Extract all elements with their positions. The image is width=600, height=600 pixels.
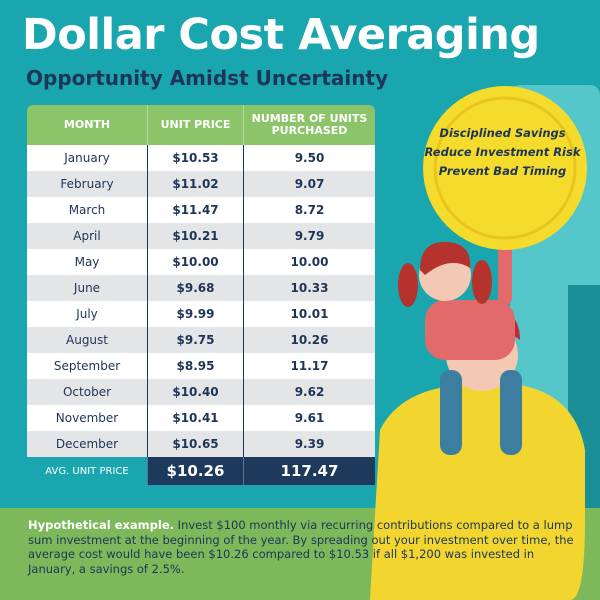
footer-cell: AVG. UNIT PRICE bbox=[27, 457, 148, 485]
man-shirt bbox=[370, 385, 585, 600]
table-cell: 9.07 bbox=[243, 171, 375, 197]
table-cell: $10.41 bbox=[147, 405, 244, 431]
table-cell: 10.00 bbox=[243, 249, 375, 275]
table-cell: 9.79 bbox=[243, 223, 375, 249]
table-cell: March bbox=[27, 197, 148, 223]
table-cell: September bbox=[27, 353, 148, 379]
table-cell: June bbox=[27, 275, 148, 301]
table-cell: $10.40 bbox=[147, 379, 244, 405]
coin-text: Disciplined Savings Reduce Investment Ris… bbox=[420, 124, 585, 181]
girl-leg bbox=[500, 370, 522, 455]
table-cell: October bbox=[27, 379, 148, 405]
table-cell: 9.61 bbox=[243, 405, 375, 431]
table-cell: $10.21 bbox=[147, 223, 244, 249]
table-cell: $11.47 bbox=[147, 197, 244, 223]
table-cell: 9.50 bbox=[243, 145, 375, 171]
table-cell: May bbox=[27, 249, 148, 275]
column-header: UNIT PRICE bbox=[147, 105, 244, 145]
table-row: November $10.41 9.61 bbox=[27, 405, 375, 431]
coin-line: Prevent Bad Timing bbox=[438, 164, 567, 178]
subtitle: Opportunity Amidst Uncertainty bbox=[26, 66, 389, 90]
table-cell: $10.65 bbox=[147, 431, 244, 457]
footer-cell: 117.47 bbox=[243, 457, 375, 485]
table-row: January $10.53 9.50 bbox=[27, 145, 375, 171]
table-cell: 10.33 bbox=[243, 275, 375, 301]
table-row: February $11.02 9.07 bbox=[27, 171, 375, 197]
footnote-text: Invest $100 monthly via recurring contri… bbox=[28, 518, 574, 576]
table-row: December $10.65 9.39 bbox=[27, 431, 375, 457]
table-row: April $10.21 9.79 bbox=[27, 223, 375, 249]
table-cell: $9.75 bbox=[147, 327, 244, 353]
table-cell: 9.62 bbox=[243, 379, 375, 405]
column-header: MONTH bbox=[27, 105, 148, 145]
table-row: August $9.75 10.26 bbox=[27, 327, 375, 353]
table-cell: $10.00 bbox=[147, 249, 244, 275]
table-cell: February bbox=[27, 171, 148, 197]
table-cell: 10.01 bbox=[243, 301, 375, 327]
girl-body bbox=[425, 300, 515, 360]
table-cell: $8.95 bbox=[147, 353, 244, 379]
coin-line: Reduce Investment Risk bbox=[424, 145, 581, 159]
girl-ponytail bbox=[472, 260, 492, 304]
footer-row: AVG. UNIT PRICE $10.26 117.47 bbox=[27, 457, 375, 485]
girl-leg bbox=[440, 370, 462, 455]
table-cell: December bbox=[27, 431, 148, 457]
title: Dollar Cost Averaging bbox=[22, 10, 540, 60]
table-cell: November bbox=[27, 405, 148, 431]
price-table: MONTH UNIT PRICE NUMBER OF UNITS PURCHASED… bbox=[27, 105, 375, 485]
coin-rim bbox=[433, 96, 577, 240]
table-row: June $9.68 10.33 bbox=[27, 275, 375, 301]
footnote: Hypothetical example. Invest $100 monthl… bbox=[28, 518, 576, 576]
table-cell: 10.26 bbox=[243, 327, 375, 353]
column-header: NUMBER OF UNITS PURCHASED bbox=[243, 105, 375, 145]
table-cell: 11.17 bbox=[243, 353, 375, 379]
table-cell: January bbox=[27, 145, 148, 171]
table-cell: $11.02 bbox=[147, 171, 244, 197]
table-cell: April bbox=[27, 223, 148, 249]
table-cell: July bbox=[27, 301, 148, 327]
table-cell: $10.53 bbox=[147, 145, 244, 171]
table-row: October $10.40 9.62 bbox=[27, 379, 375, 405]
header-row: MONTH UNIT PRICE NUMBER OF UNITS PURCHASED bbox=[27, 105, 375, 145]
footnote-lead: Hypothetical example. bbox=[28, 518, 175, 532]
table-cell: August bbox=[27, 327, 148, 353]
coin bbox=[423, 86, 587, 250]
table-row: July $9.99 10.01 bbox=[27, 301, 375, 327]
table-cell: 9.39 bbox=[243, 431, 375, 457]
table-cell: $9.99 bbox=[147, 301, 244, 327]
table-row: March $11.47 8.72 bbox=[27, 197, 375, 223]
girl-ponytail bbox=[398, 263, 418, 307]
table-row: September $8.95 11.17 bbox=[27, 353, 375, 379]
table-row: May $10.00 10.00 bbox=[27, 249, 375, 275]
coin-line: Disciplined Savings bbox=[439, 126, 566, 140]
footer-cell: $10.26 bbox=[147, 457, 244, 485]
table-cell: $9.68 bbox=[147, 275, 244, 301]
table-cell: 8.72 bbox=[243, 197, 375, 223]
girl-hair bbox=[420, 241, 471, 275]
